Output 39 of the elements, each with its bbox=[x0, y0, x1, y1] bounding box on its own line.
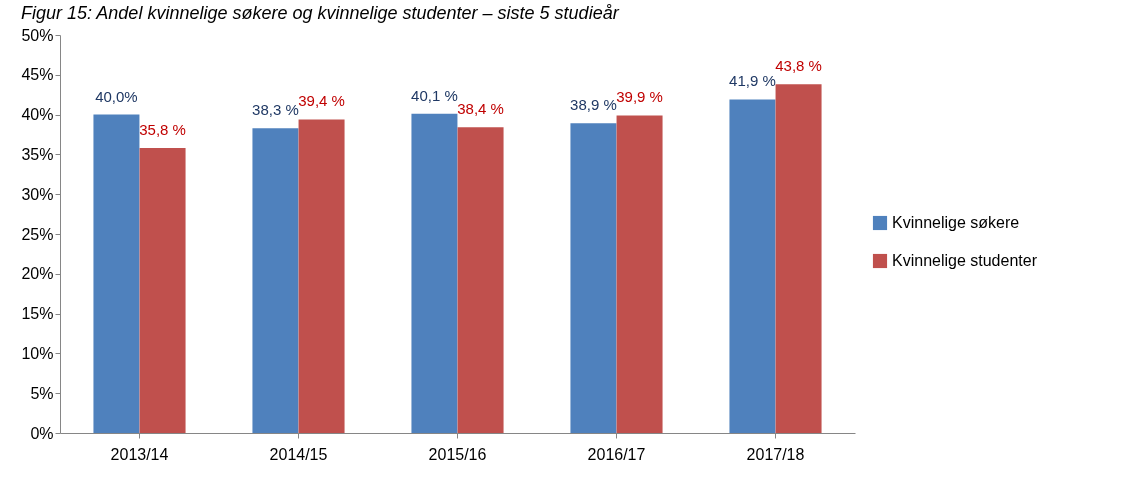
data-label: 41,9 % bbox=[729, 72, 776, 90]
y-tick-label: 40% bbox=[21, 106, 54, 124]
bar bbox=[252, 128, 299, 433]
data-label: 39,4 % bbox=[298, 92, 345, 110]
x-tick-label: 2014/15 bbox=[269, 445, 328, 463]
data-label: 38,3 % bbox=[252, 101, 299, 119]
y-tick-label: 10% bbox=[21, 344, 54, 362]
data-label: 40,1 % bbox=[411, 86, 458, 104]
data-label: 39,9 % bbox=[616, 88, 663, 106]
bar bbox=[93, 114, 140, 433]
data-label: 38,9 % bbox=[570, 96, 617, 114]
bar bbox=[411, 113, 458, 433]
x-tick-label: 2016/17 bbox=[587, 445, 646, 463]
y-tick-label: 5% bbox=[30, 384, 54, 402]
y-tick-label: 0% bbox=[30, 424, 54, 442]
y-tick-label: 30% bbox=[21, 185, 54, 203]
y-tick-label: 35% bbox=[21, 145, 54, 163]
x-tick-label: 2013/14 bbox=[110, 445, 169, 463]
y-tick-label: 25% bbox=[21, 225, 54, 243]
bar bbox=[729, 99, 776, 433]
bar bbox=[298, 119, 345, 433]
y-tick-label: 50% bbox=[21, 26, 54, 44]
data-label: 40,0% bbox=[95, 87, 138, 105]
bar bbox=[457, 127, 504, 433]
y-tick-label: 45% bbox=[21, 66, 54, 84]
x-tick-label: 2015/16 bbox=[428, 445, 487, 463]
y-tick-label: 20% bbox=[21, 265, 54, 283]
x-tick-label: 2017/18 bbox=[746, 445, 805, 463]
data-label: 43,8 % bbox=[775, 57, 822, 75]
bar bbox=[139, 148, 186, 433]
bar bbox=[775, 84, 822, 433]
bar bbox=[570, 123, 617, 433]
legend-label: Kvinnelige studenter bbox=[892, 252, 1038, 269]
y-tick-label: 15% bbox=[21, 305, 54, 323]
chart-title: Figur 15: Andel kvinnelige søkere og kvinnelige studenter – siste 5 studieår bbox=[20, 3, 620, 23]
legend-label: Kvinnelige søkere bbox=[892, 214, 1020, 231]
data-label: 38,4 % bbox=[457, 100, 504, 118]
bar bbox=[616, 115, 663, 433]
data-label: 35,8 % bbox=[139, 121, 186, 139]
